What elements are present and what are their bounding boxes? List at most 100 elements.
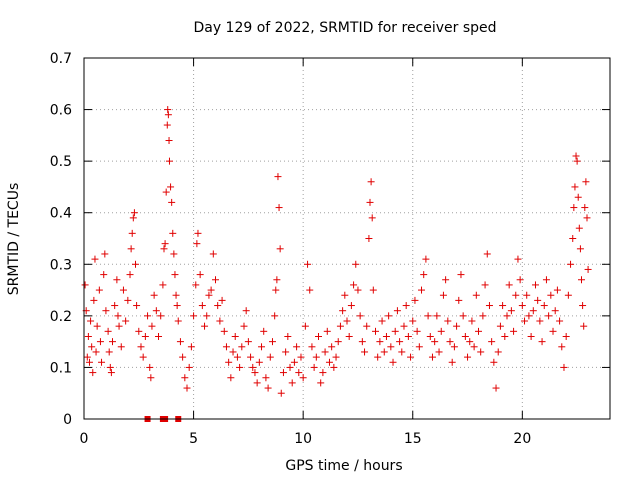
data-point [169, 229, 177, 237]
data-point [459, 312, 467, 320]
data-point [106, 363, 114, 371]
data-point [277, 389, 285, 397]
data-point [558, 343, 566, 351]
y-tick-label: 0.4 [50, 206, 72, 222]
data-point [87, 317, 95, 325]
data-point [212, 276, 219, 284]
data-point [321, 348, 329, 356]
data-point [276, 245, 284, 253]
data-point [105, 348, 113, 356]
data-point [479, 312, 487, 320]
data-point [501, 332, 509, 340]
data-point [209, 250, 217, 258]
data-point [130, 209, 138, 217]
data-point [119, 286, 127, 294]
data-point [411, 296, 419, 304]
data-point [262, 374, 270, 382]
data-point [306, 286, 314, 294]
data-point [439, 291, 447, 299]
data-point [345, 332, 353, 340]
data-point [244, 338, 252, 346]
data-point [516, 276, 524, 284]
data-point [496, 322, 504, 330]
data-point [385, 312, 393, 320]
data-point [164, 106, 172, 114]
y-tick-label: 0.2 [50, 309, 72, 325]
data-point [117, 343, 125, 351]
data-point [428, 353, 436, 361]
data-points [81, 106, 592, 422]
data-point [122, 317, 130, 325]
data-point [96, 338, 104, 346]
data-point [247, 353, 255, 361]
data-point [481, 281, 489, 289]
data-point [273, 276, 281, 284]
data-point [578, 276, 586, 284]
data-point [369, 286, 377, 294]
data-point [196, 271, 204, 279]
data-point [315, 332, 323, 340]
plot-frame [83, 57, 611, 420]
data-point [446, 338, 454, 346]
data-point [527, 332, 535, 340]
data-point [402, 302, 410, 310]
data-point [102, 307, 110, 315]
data-point [579, 302, 587, 310]
data-point [343, 317, 351, 325]
data-point [556, 317, 564, 325]
data-point [251, 369, 259, 377]
data-point [413, 327, 421, 335]
data-point [363, 322, 371, 330]
data-point [512, 291, 520, 299]
data-point [510, 327, 518, 335]
data-point [101, 250, 109, 258]
data-point [282, 348, 290, 356]
data-point [242, 307, 250, 315]
data-point [531, 281, 539, 289]
data-point [492, 384, 500, 392]
x-tick-label: 15 [404, 431, 422, 447]
data-point [150, 291, 158, 299]
data-point [272, 286, 280, 294]
data-point [572, 152, 580, 160]
data-point [271, 312, 279, 320]
data-point [573, 157, 581, 165]
data-point [91, 255, 99, 263]
data-point [352, 260, 360, 268]
data-point [382, 332, 390, 340]
data-point [398, 348, 406, 356]
data-point [279, 369, 287, 377]
data-point [115, 322, 123, 330]
data-point [168, 198, 176, 206]
data-point [83, 353, 91, 361]
data-point [275, 204, 283, 212]
data-point [396, 338, 404, 346]
data-point [147, 374, 155, 382]
data-point [400, 322, 408, 330]
data-point [584, 265, 592, 273]
data-point [264, 384, 272, 392]
data-point [111, 302, 119, 310]
data-point [229, 348, 237, 356]
data-point [165, 157, 173, 165]
data-point [268, 338, 276, 346]
data-point [570, 204, 578, 212]
data-point [580, 322, 588, 330]
data-point [185, 363, 193, 371]
y-tick-label: 0.7 [50, 51, 72, 67]
data-point [503, 312, 511, 320]
data-point [442, 276, 450, 284]
data-point [354, 286, 362, 294]
data-point [308, 343, 316, 351]
data-point [312, 353, 320, 361]
data-point [107, 369, 115, 377]
data-point [203, 312, 211, 320]
data-point [100, 271, 108, 279]
data-point [124, 296, 132, 304]
data-point [183, 384, 191, 392]
data-point [284, 332, 292, 340]
data-point [576, 245, 584, 253]
data-point [332, 353, 340, 361]
data-point [128, 229, 136, 237]
data-point [231, 332, 239, 340]
